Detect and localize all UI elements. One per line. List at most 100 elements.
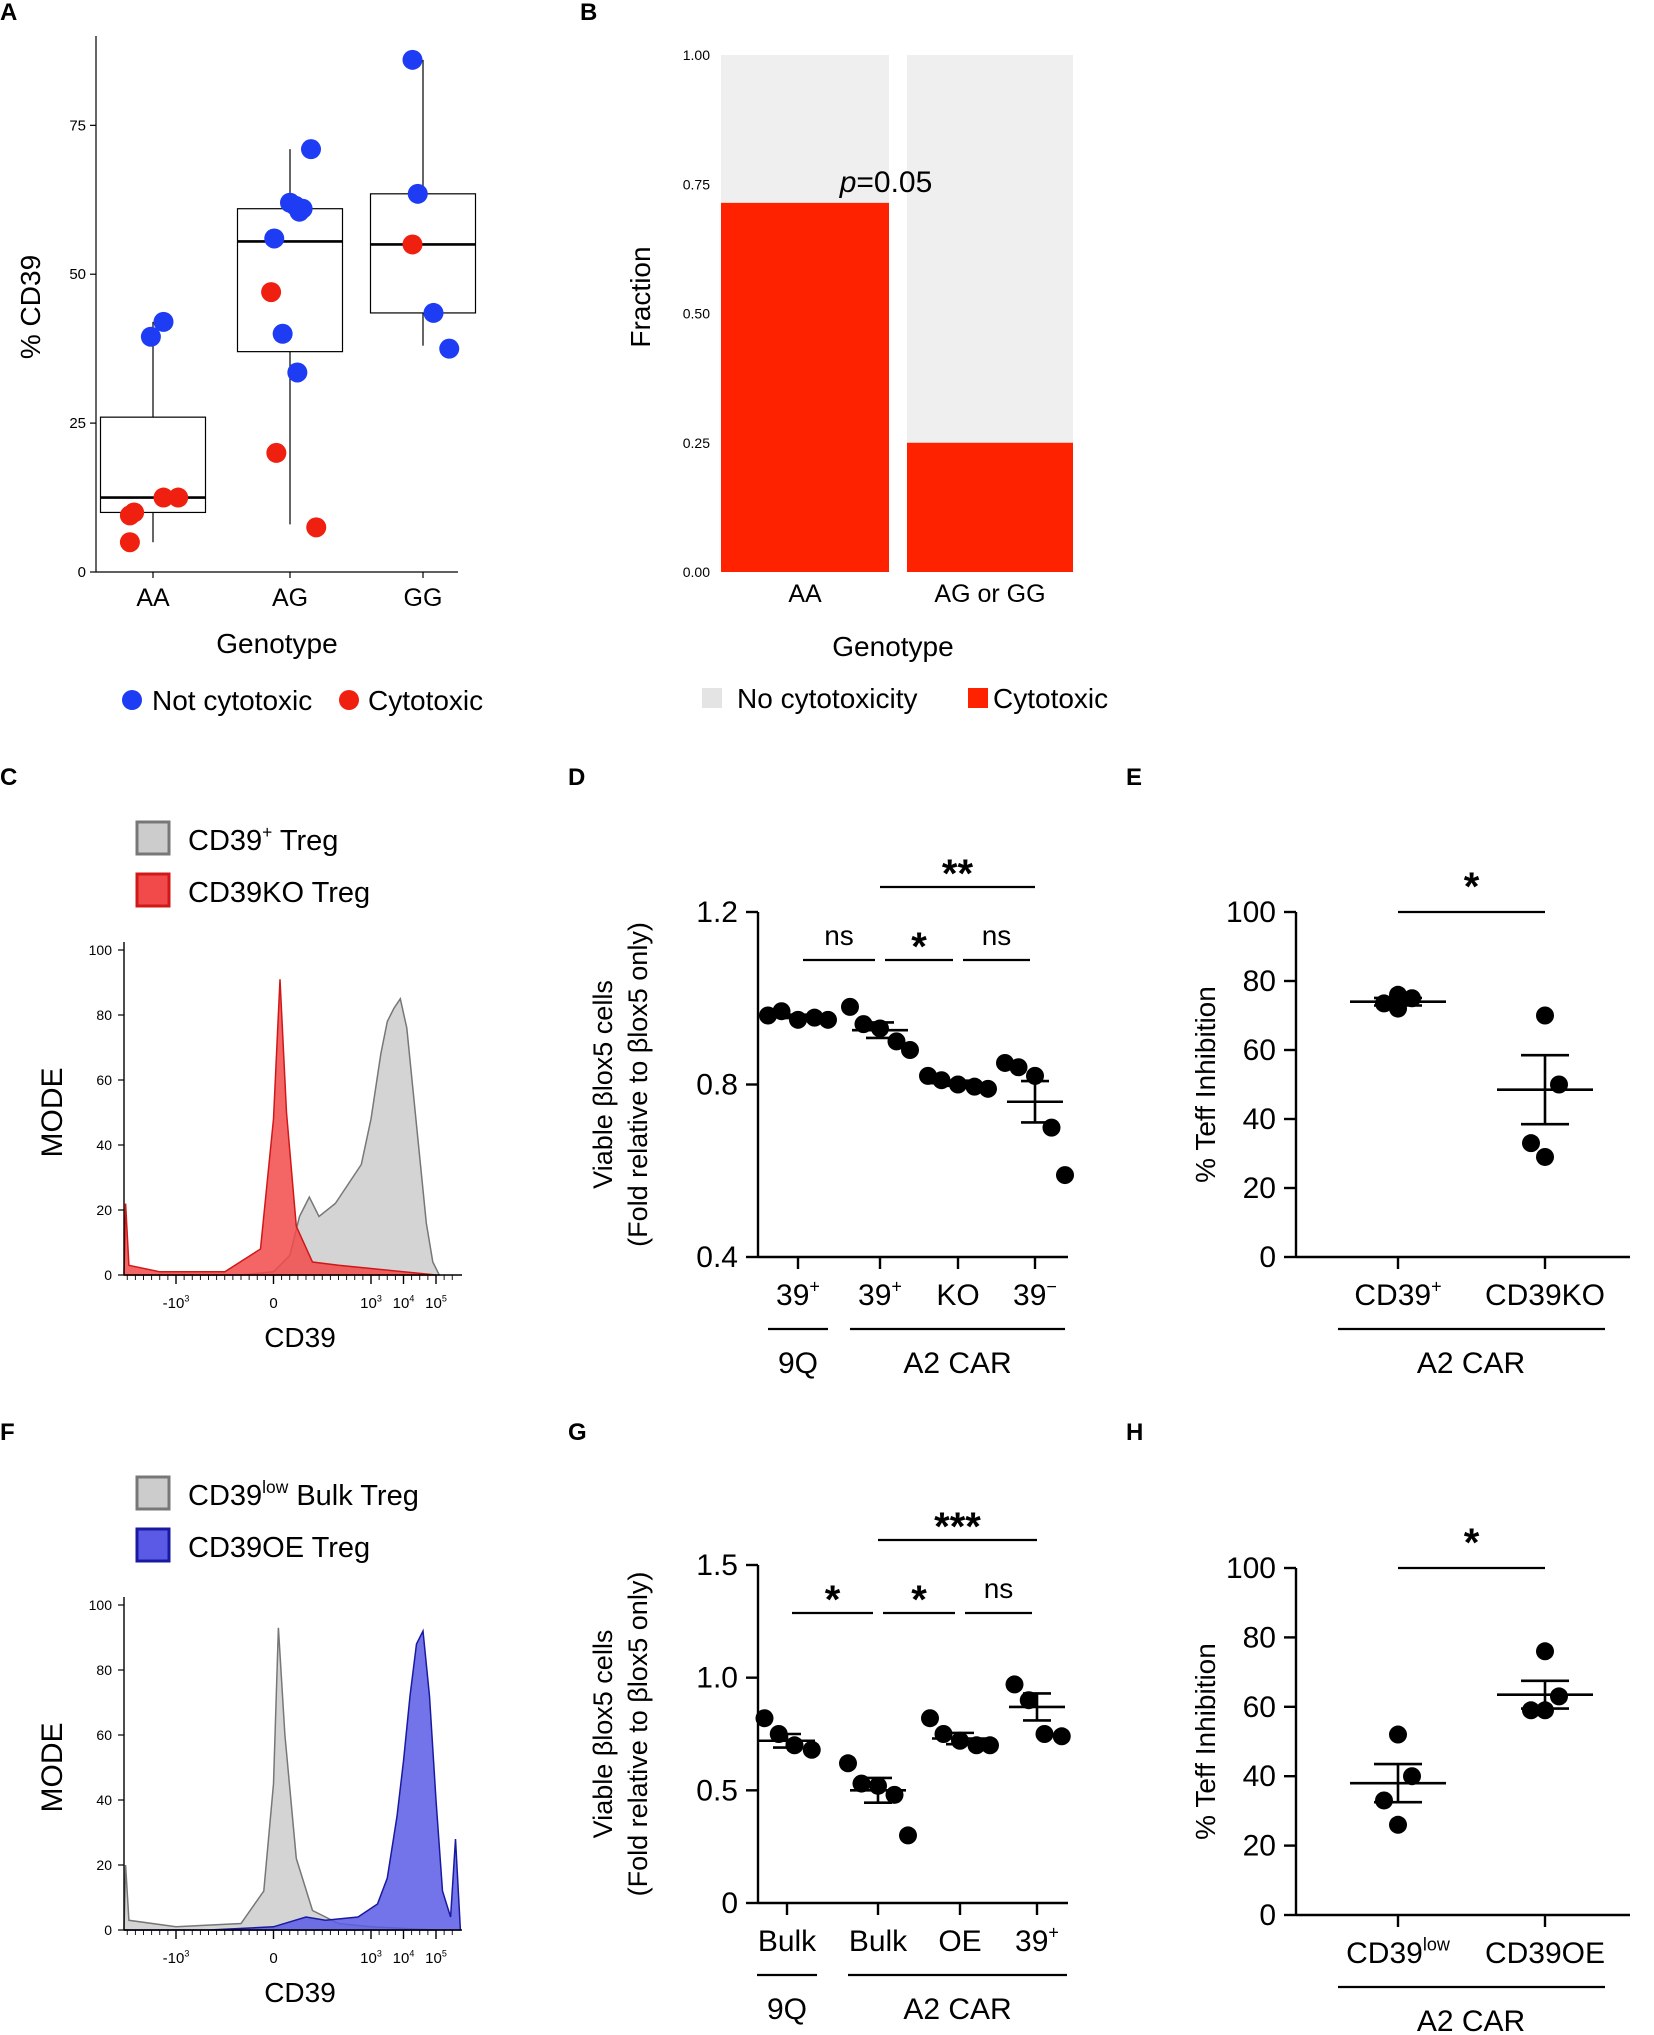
panel-label-F: F xyxy=(0,1419,15,1446)
y-axis-title: Viable βlox5 cells xyxy=(588,980,618,1189)
y-axis-title: Fraction xyxy=(625,246,656,347)
legend-swatch xyxy=(135,872,171,908)
box-AA xyxy=(99,416,207,514)
x-tick-label-main: 10 xyxy=(360,1950,377,1967)
x-tick-label-main: 0 xyxy=(269,1950,277,1967)
x-tick-label-main: -10 xyxy=(163,1295,185,1312)
significance-label: * xyxy=(825,1578,841,1622)
y-tick-label: 0.00 xyxy=(683,564,710,580)
data-point-not-cytotoxic xyxy=(264,228,285,249)
data-point xyxy=(1522,1701,1540,1720)
y-tick-label: 60 xyxy=(96,1727,112,1743)
x-tick-label: 39+ xyxy=(776,1276,820,1312)
x-tick-label-sup: 5 xyxy=(442,1294,447,1304)
y-tick-label: 0.5 xyxy=(696,1774,738,1807)
legend-label: CD39+ Treg xyxy=(188,822,338,857)
data-point-not-cytotoxic xyxy=(407,183,428,204)
x-tick-label: 105 xyxy=(425,1294,447,1312)
significance-label: * xyxy=(911,925,927,969)
legend-swatch xyxy=(135,1475,171,1511)
x-tick-label-main: Bulk xyxy=(758,1925,817,1958)
y-tick-label: 1.5 xyxy=(696,1549,738,1582)
x-tick-label-sup: 4 xyxy=(409,1294,414,1304)
x-tick-label-main: -10 xyxy=(163,1950,185,1967)
x-tick-label-main: 39 xyxy=(776,1279,809,1312)
data-point xyxy=(1536,1006,1554,1025)
x-tick-label: CD39low xyxy=(1346,1934,1451,1970)
y-tick-label: 0.50 xyxy=(683,306,710,322)
y-tick-label: 0 xyxy=(721,1887,738,1920)
x-tick-label-sup: 3 xyxy=(377,1949,382,1959)
x-tick-label-main: 10 xyxy=(425,1295,442,1312)
data-point xyxy=(919,1066,937,1085)
group-label: 9Q xyxy=(778,1347,818,1380)
data-point xyxy=(967,1736,986,1755)
x-tick-label: CD39KO xyxy=(1485,1279,1605,1312)
data-point xyxy=(1389,985,1407,1004)
data-point xyxy=(996,1053,1014,1072)
x-axis-title: Genotype xyxy=(832,631,953,662)
x-tick-label-sup: low xyxy=(1423,1934,1451,1954)
legend-swatch xyxy=(135,1527,171,1563)
significance-label: * xyxy=(1464,1521,1480,1565)
data-point xyxy=(1375,1791,1393,1810)
bar-no-cytotoxicity xyxy=(721,55,889,203)
data-point xyxy=(1522,1134,1540,1153)
y-axis-title: Viable βlox5 cells xyxy=(588,1630,618,1839)
y-axis-title: % Teff Inhibition xyxy=(1190,1643,1221,1840)
legend-swatch-cytotoxic xyxy=(968,688,988,708)
significance-label: *** xyxy=(934,1505,981,1549)
x-tick-label-main: CD39OE xyxy=(1485,1937,1605,1970)
y-axis-subtitle: (Fold relative to βlox5 only) xyxy=(623,922,653,1247)
y-tick-label: 80 xyxy=(96,1662,112,1678)
group-label: A2 CAR xyxy=(1417,2005,1525,2035)
y-tick-label: 80 xyxy=(1243,1621,1276,1654)
data-point xyxy=(981,1736,999,1755)
panel-label-H: H xyxy=(1126,1419,1143,1446)
x-tick-label-main: 39 xyxy=(858,1279,891,1312)
x-tick-label: 105 xyxy=(425,1949,447,1967)
x-tick-label: 0 xyxy=(269,1295,277,1312)
y-tick-label: 20 xyxy=(96,1202,112,1218)
data-point-cytotoxic xyxy=(153,487,174,508)
legend-swatch-cytotoxic xyxy=(339,690,359,710)
data-point xyxy=(759,1006,777,1025)
x-tick-label: KO xyxy=(936,1279,979,1312)
data-point xyxy=(1052,1727,1071,1746)
y-tick-label: 0 xyxy=(104,1267,112,1283)
bar-cytotoxic xyxy=(721,202,889,572)
data-point xyxy=(921,1709,939,1728)
data-point xyxy=(755,1709,774,1728)
x-tick-label: 103 xyxy=(360,1949,382,1967)
y-tick-label: 0 xyxy=(104,1922,112,1938)
data-point xyxy=(1035,1725,1054,1743)
y-tick-label: 80 xyxy=(96,1007,112,1023)
legend-label-tail: Treg xyxy=(272,825,338,857)
data-point-not-cytotoxic xyxy=(287,362,308,383)
x-tick-label-main: KO xyxy=(936,1279,979,1312)
x-tick-label: -103 xyxy=(163,1949,190,1967)
p-value-symbol: p xyxy=(839,166,857,199)
significance-label: ns xyxy=(984,1573,1014,1604)
legend-label: CD39KO Treg xyxy=(188,877,370,909)
bar-no-cytotoxicity xyxy=(907,55,1073,443)
x-tick-label: AG xyxy=(272,584,308,612)
histogram-curve xyxy=(124,1628,462,1931)
data-point xyxy=(1403,1767,1421,1786)
p-value-annotation: p=0.05 xyxy=(839,166,933,199)
significance-label: * xyxy=(1464,865,1480,909)
panel-label-C: C xyxy=(0,764,17,791)
x-tick-label: 39− xyxy=(1013,1276,1057,1312)
x-tick-label-main: Bulk xyxy=(849,1925,908,1958)
data-point xyxy=(1536,1701,1554,1720)
group-label: A2 CAR xyxy=(903,1993,1011,2026)
x-tick-label-sup: + xyxy=(891,1276,902,1296)
y-axis-title: MODE xyxy=(36,1723,69,1813)
x-tick-label: 0 xyxy=(269,1950,277,1967)
y-tick-label: 1.0 xyxy=(696,1662,738,1695)
x-axis-title: Genotype xyxy=(216,628,337,659)
x-tick-label: 104 xyxy=(393,1949,415,1967)
x-tick-label-main: CD39 xyxy=(1346,1937,1423,1970)
panel-label-D: D xyxy=(568,764,585,791)
